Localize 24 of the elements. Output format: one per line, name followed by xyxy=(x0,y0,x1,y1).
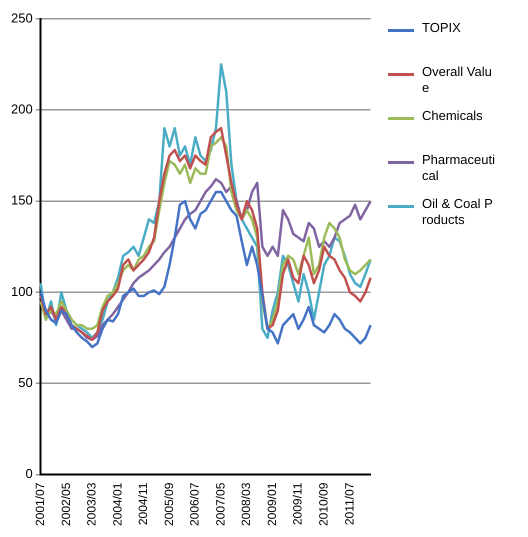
y-tick-label: 200 xyxy=(10,102,33,117)
y-tick-label: 100 xyxy=(10,284,33,299)
legend-label: Overall Value xyxy=(422,64,493,96)
x-tick-label: 2008/03 xyxy=(239,482,254,526)
x-tick-label: 2011/07 xyxy=(342,482,356,526)
legend-label: TOPIX xyxy=(422,20,462,36)
x-tick-label: 2001/07 xyxy=(33,482,47,526)
x-tick-label: 2007/05 xyxy=(213,482,228,526)
x-tick-label: 2002/05 xyxy=(58,482,73,526)
y-tick-label: 0 xyxy=(25,466,33,482)
x-tick-label: 2004/11 xyxy=(136,482,150,526)
y-tick-label: 50 xyxy=(18,375,33,390)
x-tick-label: 2004/01 xyxy=(110,482,124,526)
legend-label: Pharmaceutical xyxy=(422,152,496,184)
x-tick-label: 2009/01 xyxy=(264,482,279,526)
legend-label: Oil & Coal Products xyxy=(422,196,494,228)
x-tick-label: 2010/09 xyxy=(316,482,331,526)
y-tick-label: 150 xyxy=(10,192,33,208)
x-tick-label: 2005/09 xyxy=(162,482,176,526)
y-tick-label: 250 xyxy=(10,10,33,26)
x-tick-label: 2003/03 xyxy=(84,482,99,526)
x-tick-label: 2009/11 xyxy=(290,482,305,526)
x-tick-label: 2006/07 xyxy=(188,482,202,526)
legend-label: Chemicals xyxy=(422,108,484,124)
